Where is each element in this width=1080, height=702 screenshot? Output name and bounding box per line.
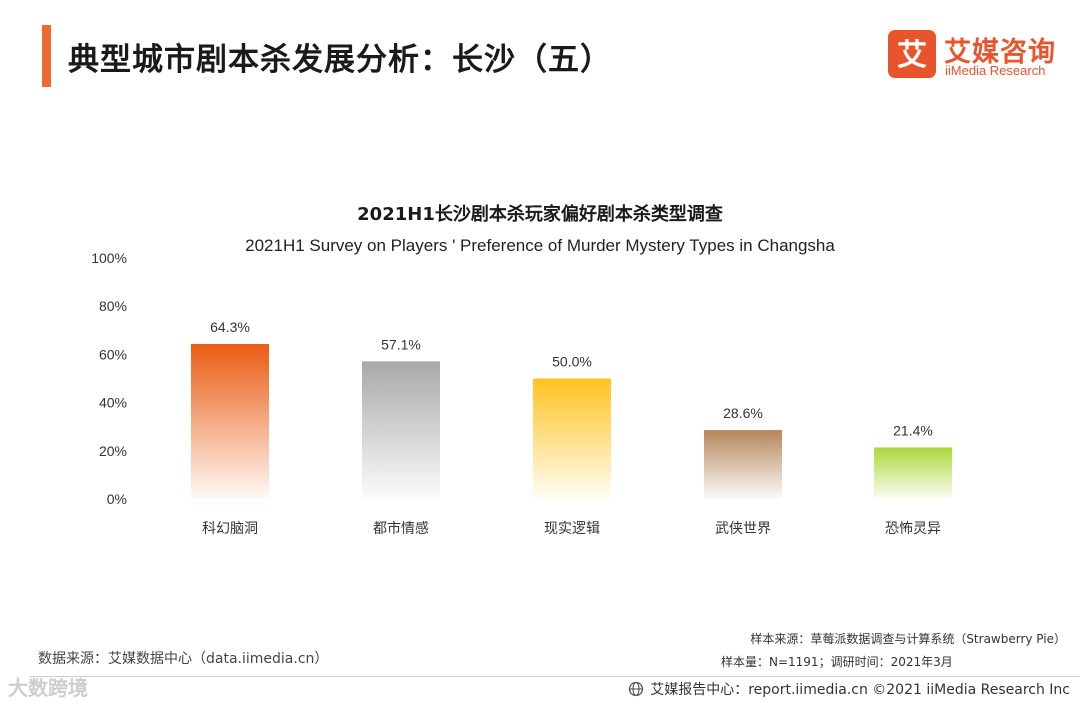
title-accent-bar — [42, 25, 51, 87]
bar-series: 64.3% 科幻脑洞 57.1% 都市情感 50.0% 现实逻辑 28.6% 武侠世界 21.4… — [191, 319, 952, 537]
logo-text-en: iiMedia Research — [945, 63, 1046, 78]
y-tick-label: 20% — [99, 443, 127, 459]
bar-3 — [533, 378, 611, 499]
chart-title: 2021H1长沙剧本杀玩家偏好剧本杀类型调查 — [357, 204, 723, 225]
y-tick-label: 0% — [107, 491, 127, 507]
footer: 艾媒报告中心：report.iimedia.cn ©2021 iiMedia R… — [628, 679, 1070, 699]
footer-text: 艾媒报告中心：report.iimedia.cn ©2021 iiMedia R… — [650, 682, 1070, 698]
x-category-label: 现实逻辑 — [544, 521, 600, 537]
x-category-label: 科幻脑洞 — [202, 521, 258, 537]
x-category-label: 武侠世界 — [715, 521, 771, 537]
svg-text:艾: 艾 — [897, 38, 927, 73]
iimedia-logo-icon: 艾 — [888, 30, 936, 78]
bar-2 — [362, 361, 440, 499]
bar-value-label: 21.4% — [893, 422, 933, 438]
bar-value-label: 50.0% — [552, 354, 592, 370]
iimedia-logo: 艾 艾媒咨询 iiMedia Research — [888, 30, 1068, 82]
footer-divider — [30, 676, 1080, 677]
y-tick-label: 40% — [99, 395, 127, 411]
bar-value-label: 64.3% — [210, 319, 250, 335]
chart-subtitle: 2021H1 Survey on Players ' Preference of… — [245, 236, 835, 255]
sample-source-note: 样本来源：草莓派数据调查与计算系统（Strawberry Pie） — [750, 632, 1066, 646]
sample-size-note: 样本量：N=1191；调研时间：2021年3月 — [721, 655, 953, 669]
bar-4 — [704, 430, 782, 499]
globe-icon — [629, 681, 644, 697]
logo-text-cn: 艾媒咨询 — [944, 37, 1056, 68]
x-category-label: 都市情感 — [373, 520, 429, 537]
y-tick-label: 80% — [99, 298, 127, 314]
y-tick-label: 60% — [99, 346, 127, 362]
y-tick-label: 100% — [91, 250, 127, 266]
bar-1 — [191, 344, 269, 499]
data-source-note: 数据来源：艾媒数据中心（data.iimedia.cn） — [38, 651, 329, 667]
bar-value-label: 28.6% — [723, 405, 763, 421]
watermark: 大数跨境 — [8, 676, 88, 700]
page-title: 典型城市剧本杀发展分析：长沙（五） — [68, 42, 612, 78]
bar-chart: 0% 20% 40% 60% 80% 100% 64.3% 科幻脑洞 57.1% 都市情感 50.… — [91, 250, 952, 537]
x-category-label: 恐怖灵异 — [885, 520, 941, 537]
bar-5 — [874, 447, 952, 499]
y-axis: 0% 20% 40% 60% 80% 100% — [91, 250, 127, 507]
bar-value-label: 57.1% — [381, 336, 421, 352]
